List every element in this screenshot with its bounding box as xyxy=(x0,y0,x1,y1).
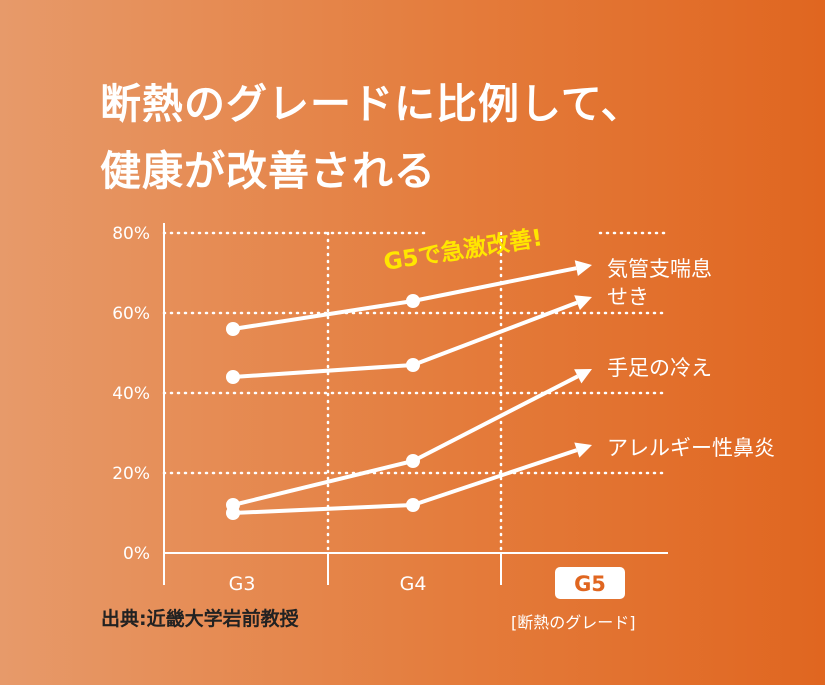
source-note: 出典:近畿大学岩前教授 xyxy=(101,608,299,630)
data-point xyxy=(406,294,420,308)
series-label: 気管支喘息 xyxy=(607,257,712,281)
series-arrow-line xyxy=(412,448,578,507)
series-arrow-line xyxy=(412,266,577,303)
series-line xyxy=(232,363,414,379)
data-point xyxy=(226,370,240,384)
axes xyxy=(163,223,668,585)
series-3: 手足の冷え xyxy=(226,356,712,512)
x-ticks: G3 G4 G5 xyxy=(229,567,625,599)
series-2: せき xyxy=(226,285,649,384)
callout-text: G5で急激改善! xyxy=(382,224,545,276)
data-point xyxy=(406,358,420,372)
series-arrowhead xyxy=(574,295,592,311)
data-point xyxy=(406,454,420,468)
series-label: アレルギー性鼻炎 xyxy=(607,436,775,460)
highlight-box xyxy=(555,567,625,599)
y-tick-label: 60% xyxy=(112,304,150,324)
y-tick-label: 20% xyxy=(112,464,150,484)
series-1: 気管支喘息 xyxy=(226,257,712,336)
x-tick-label: G3 xyxy=(229,573,256,595)
x-tick-label-highlighted: G5 xyxy=(574,572,606,596)
data-point xyxy=(226,322,240,336)
grid xyxy=(162,231,670,555)
series-line xyxy=(232,503,414,515)
x-axis-label: [断熱のグレード] xyxy=(511,613,636,632)
x-tick-label: G4 xyxy=(400,573,427,595)
series-line xyxy=(232,459,414,507)
y-tick-label: 40% xyxy=(112,384,150,404)
title-line-1: 断熱のグレードに比例して、 xyxy=(100,80,643,128)
series-label: せき xyxy=(607,285,649,309)
y-ticks: 0% 20% 40% 60% 80% xyxy=(112,224,150,564)
series-arrowhead xyxy=(574,260,592,276)
series-4: アレルギー性鼻炎 xyxy=(226,436,775,520)
y-tick-label: 80% xyxy=(112,224,150,244)
series-arrow-line xyxy=(412,300,578,367)
series-arrow-line xyxy=(412,374,579,463)
title-line-2: 健康が改善される xyxy=(100,147,436,195)
series-label: 手足の冷え xyxy=(607,356,712,380)
series-arrowhead xyxy=(574,442,592,458)
data-point xyxy=(226,506,240,520)
y-tick-label: 0% xyxy=(123,544,150,564)
series-arrowhead xyxy=(574,369,592,384)
series-line xyxy=(232,299,414,331)
data-point xyxy=(406,498,420,512)
